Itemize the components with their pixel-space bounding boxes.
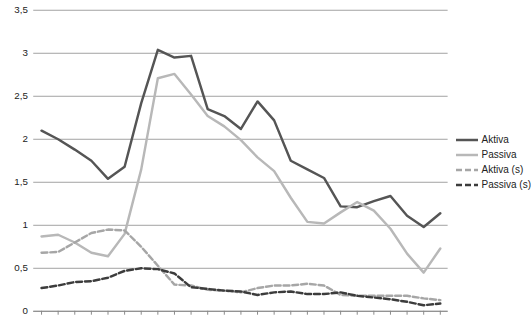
svg-text:3,5: 3,5 (14, 4, 28, 15)
svg-text:0,5: 0,5 (14, 262, 28, 273)
svg-text:2: 2 (22, 133, 27, 144)
svg-text:1,5: 1,5 (14, 176, 28, 187)
svg-text:1: 1 (22, 219, 27, 230)
html-text:Passiva: Passiva (481, 149, 517, 161)
svg-text:3: 3 (22, 47, 27, 58)
svg-text:0: 0 (22, 305, 28, 316)
svg-text:2,5: 2,5 (14, 90, 28, 101)
html-text:Aktiva: Aktiva (481, 134, 509, 146)
html-text:Passiva (s): Passiva (s) (481, 179, 531, 191)
html-text:Aktiva (s): Aktiva (s) (481, 164, 524, 176)
